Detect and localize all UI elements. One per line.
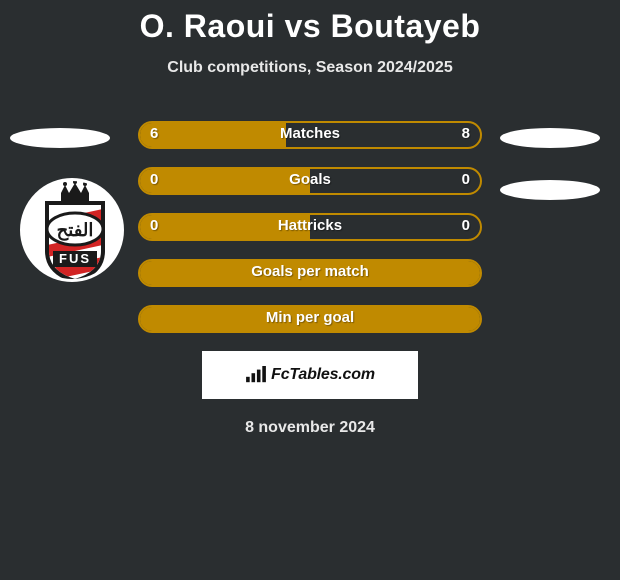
stat-row: Goals0 0 xyxy=(138,167,482,195)
date-line: 8 november 2024 xyxy=(0,419,620,437)
player-right-ellipse-1 xyxy=(500,128,600,148)
stat-value-left: 0 xyxy=(150,171,158,188)
stat-value-right: 8 xyxy=(462,125,470,142)
club-logo-arabic: الفتح xyxy=(57,220,94,241)
stat-value-left: 6 xyxy=(150,125,158,142)
stat-value-right: 0 xyxy=(462,171,470,188)
club-logo-left: الفتح FUS xyxy=(20,178,124,282)
page-title: O. Raoui vs Boutayeb xyxy=(0,8,620,45)
page-subtitle: Club competitions, Season 2024/2025 xyxy=(0,59,620,77)
stat-row: Min per goal xyxy=(138,305,482,333)
crown-icon xyxy=(61,181,89,201)
stat-label: Hattricks xyxy=(140,217,480,234)
stat-label: Min per goal xyxy=(140,309,480,326)
stat-label: Goals per match xyxy=(140,263,480,280)
stat-row: Hattricks0 0 xyxy=(138,213,482,241)
branding-text: FcTables.com xyxy=(271,366,375,384)
branding-box: FcTables.com xyxy=(202,351,418,399)
player-left-ellipse xyxy=(10,128,110,148)
stat-value-left: 0 xyxy=(150,217,158,234)
bar-chart-icon xyxy=(245,366,267,384)
player-right-ellipse-2 xyxy=(500,180,600,200)
stat-label: Goals xyxy=(140,171,480,188)
club-logo-bottom-text: FUS xyxy=(59,251,91,266)
stat-row: Goals per match xyxy=(138,259,482,287)
stat-row: Matches6 8 xyxy=(138,121,482,149)
stats-bars: Matches68Goals00Hattricks00Goals per mat… xyxy=(138,121,482,333)
stat-value-right: 0 xyxy=(462,217,470,234)
stat-label: Matches xyxy=(140,125,480,142)
